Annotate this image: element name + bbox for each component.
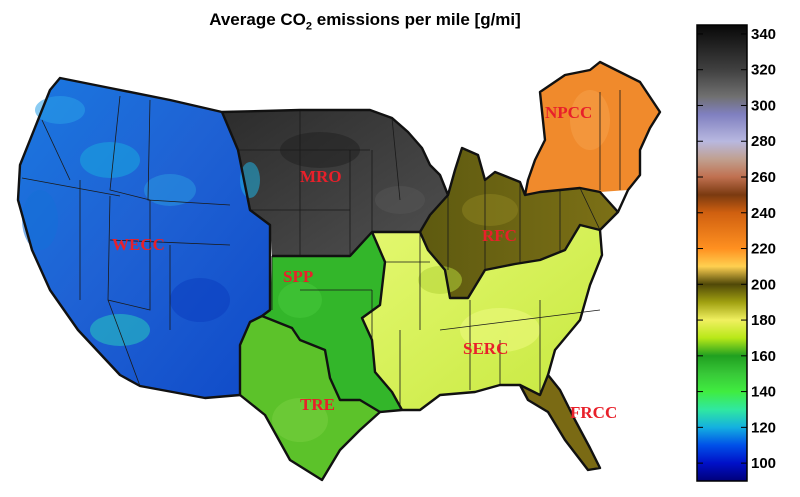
- colorbar-tick-label: 240: [751, 205, 776, 222]
- title-text-rest: emissions per mile [g/mi]: [312, 10, 521, 29]
- colorbar-tick-label: 120: [751, 419, 776, 436]
- colorbar: 100 120 140 160 180 200 220 240 260 280 300 320 340: [696, 24, 800, 489]
- region-spp: [262, 232, 402, 412]
- colorbar-tick-label: 180: [751, 312, 776, 329]
- colorbar-tick-label: 200: [751, 276, 776, 293]
- colorbar-gradient: [696, 24, 748, 482]
- colorbar-ticks: 100 120 140 160 180 200 220 240 260 280 300 320 340: [697, 26, 776, 472]
- us-emissions-map: WECC MRO NPCC RFC SPP TRE SERC FRCC: [16, 60, 662, 482]
- colorbar-tick-label: 340: [751, 26, 776, 43]
- region-label-tre: TRE: [300, 395, 335, 414]
- colorbar-tick-label: 320: [751, 62, 776, 79]
- region-label-rfc: RFC: [482, 226, 517, 245]
- region-label-mro: MRO: [300, 167, 342, 186]
- region-mro: [222, 110, 448, 256]
- colorbar-tick-label: 280: [751, 133, 776, 150]
- map-title: Average CO2 emissions per mile [g/mi]: [150, 10, 580, 32]
- region-frcc: [520, 375, 600, 470]
- colorbar-tick-label: 300: [751, 97, 776, 114]
- region-rfc: [420, 148, 618, 298]
- region-label-spp: SPP: [283, 267, 313, 286]
- region-tre: [240, 316, 380, 480]
- state-boundaries: [21, 90, 621, 410]
- colorbar-tick-label: 260: [751, 169, 776, 186]
- title-subscript: 2: [305, 20, 313, 33]
- region-labels: WECC MRO NPCC RFC SPP TRE SERC FRCC: [112, 103, 617, 422]
- colorbar-tick-label: 100: [751, 455, 776, 472]
- region-label-serc: SERC: [463, 339, 508, 358]
- colorbar-tick-label: 160: [751, 348, 776, 365]
- region-label-frcc: FRCC: [570, 403, 617, 422]
- region-label-npcc: NPCC: [545, 103, 592, 122]
- region-boundaries: [16, 60, 662, 482]
- title-text: Average CO: [209, 10, 306, 29]
- colorbar-svg: 100 120 140 160 180 200 220 240 260 280 300 320 340: [696, 24, 776, 482]
- colorbar-tick-label: 140: [751, 384, 776, 401]
- region-label-wecc: WECC: [112, 235, 165, 254]
- colorbar-tick-label: 220: [751, 241, 776, 258]
